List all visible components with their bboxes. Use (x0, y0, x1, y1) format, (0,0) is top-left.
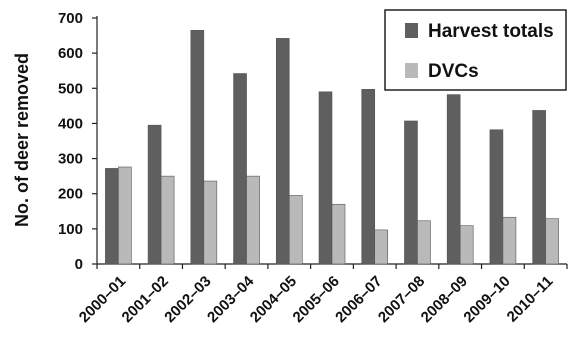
legend: Harvest totals DVCs (384, 9, 567, 91)
bar-dvcs (288, 195, 303, 265)
x-tick-label: 2008–09 (418, 273, 471, 326)
bar-harvest-totals (446, 94, 461, 265)
y-tick-label: 0 (75, 256, 83, 273)
y-tick-label: 400 (58, 115, 83, 132)
x-tick-label: 2006–07 (332, 273, 385, 326)
legend-swatch-dvcs (405, 63, 418, 78)
bar-harvest-totals (532, 110, 546, 265)
bar-dvcs (160, 175, 175, 265)
bar-harvest-totals (233, 73, 247, 265)
x-tick-label: 2004–05 (247, 273, 300, 326)
y-axis-title-group: No. of deer removed (12, 53, 32, 227)
x-tick-label: 2009–10 (460, 273, 513, 326)
bar-harvest-totals (275, 38, 290, 265)
bar-harvest-totals (147, 124, 162, 265)
bar-dvcs (118, 166, 132, 265)
bar-dvcs (502, 216, 517, 265)
bar-dvcs (417, 220, 431, 265)
y-tick-label: 500 (58, 80, 83, 97)
bar-dvcs (374, 229, 389, 265)
bar-harvest-totals (190, 29, 205, 265)
y-axis-title: No. of deer removed (12, 53, 32, 227)
bar-harvest-totals (318, 91, 333, 265)
legend-label-dvcs: DVCs (428, 61, 479, 82)
x-tick-label: 2007–08 (375, 273, 428, 326)
y-tick-label: 600 (58, 45, 83, 62)
x-tick-label: 2001–02 (119, 273, 172, 326)
bar-dvcs (331, 203, 346, 265)
y-tick-label: 200 (58, 186, 83, 203)
x-tick-label: 2005–06 (290, 273, 343, 326)
y-tick-label: 300 (58, 151, 83, 168)
bar-dvcs (203, 180, 218, 265)
bar-harvest-totals (404, 120, 418, 265)
bar-harvest-totals (105, 168, 119, 265)
y-tick-label: 700 (58, 10, 83, 27)
x-tick-label: 2000–01 (76, 273, 129, 326)
x-tick-label: 2002–03 (161, 273, 214, 326)
x-tick-label: 2010–11 (504, 273, 557, 326)
legend-label-harvest-totals: Harvest totals (428, 21, 554, 42)
y-tick-label: 100 (58, 221, 83, 238)
bar-dvcs (246, 175, 260, 265)
bar-dvcs (545, 218, 559, 265)
bar-harvest-totals (361, 89, 376, 265)
legend-swatch-harvest-totals (405, 23, 418, 38)
bar-dvcs (459, 225, 474, 265)
bar-harvest-totals (489, 129, 504, 265)
